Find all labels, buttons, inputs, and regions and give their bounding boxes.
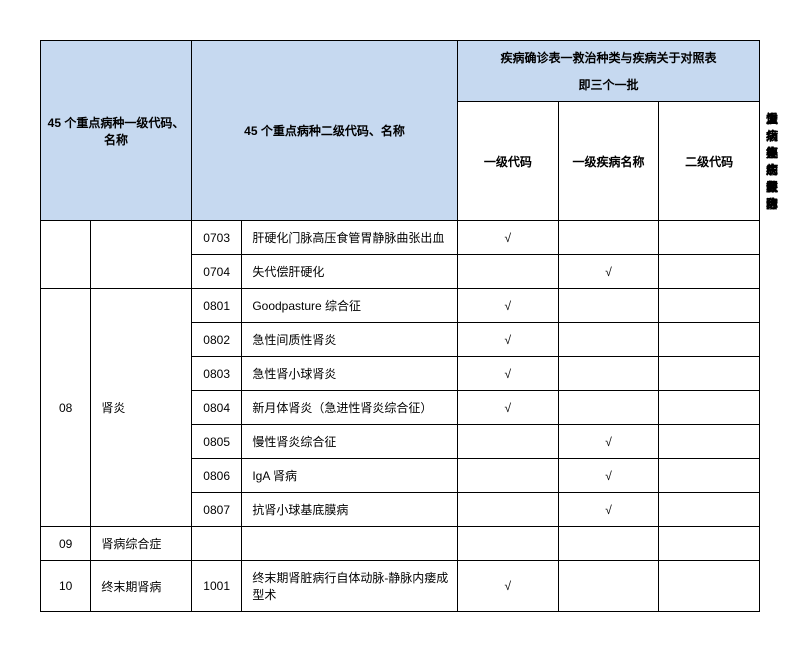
check-col3 [659,391,760,425]
check-col2: √ [558,425,659,459]
level2-name-cell: 新月体肾炎（急进性肾炎综合征） [242,391,458,425]
header-group3-line2: 即三个一批 [464,76,753,93]
header-group1: 45 个重点病种一级代码、名称 [41,41,192,221]
check-col1: √ [458,323,559,357]
header-group2: 45 个重点病种二级代码、名称 [191,41,457,221]
check-col2 [558,357,659,391]
level2-code-cell: 0802 [191,323,241,357]
check-col3 [659,289,760,323]
table-row: 09肾病综合症 [41,527,760,561]
check-col1 [458,459,559,493]
level2-name-cell: 肝硬化门脉高压食管胃静脉曲张出血 [242,221,458,255]
check-col1: √ [458,561,559,612]
check-col1 [458,493,559,527]
check-col3 [659,323,760,357]
check-col1: √ [458,357,559,391]
table-row: 0703肝硬化门脉高压食管胃静脉曲张出血√ [41,221,760,255]
table-body: 0703肝硬化门脉高压食管胃静脉曲张出血√0704失代偿肝硬化√08肾炎0801… [41,221,760,612]
level2-code-cell: 0805 [191,425,241,459]
level2-code-cell: 0704 [191,255,241,289]
subheader-col3: 二级代码 [659,102,760,221]
level2-name-cell [242,527,458,561]
header-group3-line1: 疾病确诊表一救治种类与疾病关于对照表 [464,49,753,66]
check-col1 [458,255,559,289]
check-col2: √ [558,493,659,527]
check-col3 [659,493,760,527]
level1-name-cell: 肾病综合症 [91,527,192,561]
check-col3 [659,561,760,612]
level2-code-cell: 0804 [191,391,241,425]
level2-code-cell: 0801 [191,289,241,323]
check-col1: √ [458,391,559,425]
check-col3 [659,221,760,255]
level2-code-cell: 0807 [191,493,241,527]
level2-code-cell: 0803 [191,357,241,391]
level1-code-cell: 09 [41,527,91,561]
level1-name-cell [91,221,192,289]
level2-code-cell: 1001 [191,561,241,612]
check-col3 [659,255,760,289]
check-col1 [458,425,559,459]
level1-code-cell [41,221,91,289]
check-col2 [558,561,659,612]
level2-code-cell: 0703 [191,221,241,255]
check-col2 [558,527,659,561]
check-col1: √ [458,221,559,255]
subheader-col1: 一级代码 [458,102,559,221]
level2-name-cell: 急性间质性肾炎 [242,323,458,357]
header-row-1: 45 个重点病种一级代码、名称 45 个重点病种二级代码、名称 疾病确诊表一救治… [41,41,760,102]
level2-name-cell: 抗肾小球基底膜病 [242,493,458,527]
check-col2: √ [558,255,659,289]
subheader-col2: 一级疾病名称 [558,102,659,221]
level2-name-cell: 失代偿肝硬化 [242,255,458,289]
level2-name-cell: IgA 肾病 [242,459,458,493]
level1-code-cell: 08 [41,289,91,527]
level1-name-cell: 终末期肾病 [91,561,192,612]
table-row: 08肾炎0801Goodpasture 综合征√ [41,289,760,323]
check-col1 [458,527,559,561]
check-col2: √ [558,459,659,493]
check-col2 [558,289,659,323]
level1-name-cell: 肾炎 [91,289,192,527]
level2-name-cell: 急性肾小球肾炎 [242,357,458,391]
level2-code-cell [191,527,241,561]
header-group3: 疾病确诊表一救治种类与疾病关于对照表 即三个一批 [458,41,760,102]
check-col2 [558,221,659,255]
check-col3 [659,425,760,459]
level2-name-cell: Goodpasture 综合征 [242,289,458,323]
disease-code-table: 45 个重点病种一级代码、名称 45 个重点病种二级代码、名称 疾病确诊表一救治… [40,40,760,612]
level1-code-cell: 10 [41,561,91,612]
check-col3 [659,527,760,561]
check-col3 [659,459,760,493]
check-col2 [558,323,659,357]
table-row: 10终末期肾病1001终末期肾脏病行自体动脉-静脉内瘘成型术√ [41,561,760,612]
check-col1: √ [458,289,559,323]
level2-name-cell: 慢性肾炎综合征 [242,425,458,459]
level2-code-cell: 0806 [191,459,241,493]
check-col2 [558,391,659,425]
check-col3 [659,357,760,391]
level2-name-cell: 终末期肾脏病行自体动脉-静脉内瘘成型术 [242,561,458,612]
